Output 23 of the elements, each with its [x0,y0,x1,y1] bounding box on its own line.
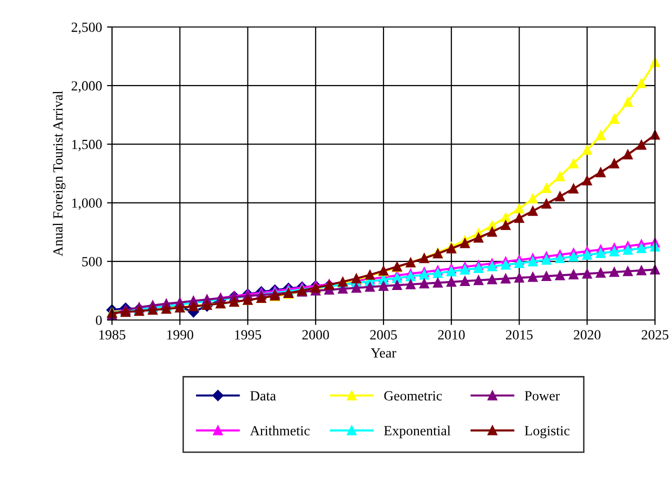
y-tick-label: 2,000 [72,81,102,93]
x-axis-title: Year [370,348,396,358]
x-tick-label: 2025 [642,330,668,340]
x-tick-label: 2020 [574,330,600,340]
x-tick-label: 2015 [506,330,533,340]
legend-label: Geometric [384,391,442,400]
x-tick-label: 2010 [438,330,465,340]
y-tick-label: 500 [82,256,102,266]
y-tick-label: 2,500 [72,22,102,34]
legend-label: Power [524,391,560,400]
y-tick-label: 0 [96,316,102,325]
x-tick-label: 2005 [370,330,397,340]
y-axis-title: Anual Foreign Tourist Arrival [52,90,66,256]
x-tick-label: 1985 [99,330,126,340]
legend-label: Data [250,391,276,400]
x-tick-label: 1990 [167,330,194,340]
legend-label: Logistic [524,426,570,438]
x-tick-label: 1995 [235,330,262,340]
legend-label: Arithmetic [250,426,310,436]
legend-label: Exponential [384,426,450,438]
y-tick-label: 1,000 [72,198,102,210]
y-tick-label: 1,500 [72,140,102,152]
x-tick-label: 2000 [302,330,329,340]
